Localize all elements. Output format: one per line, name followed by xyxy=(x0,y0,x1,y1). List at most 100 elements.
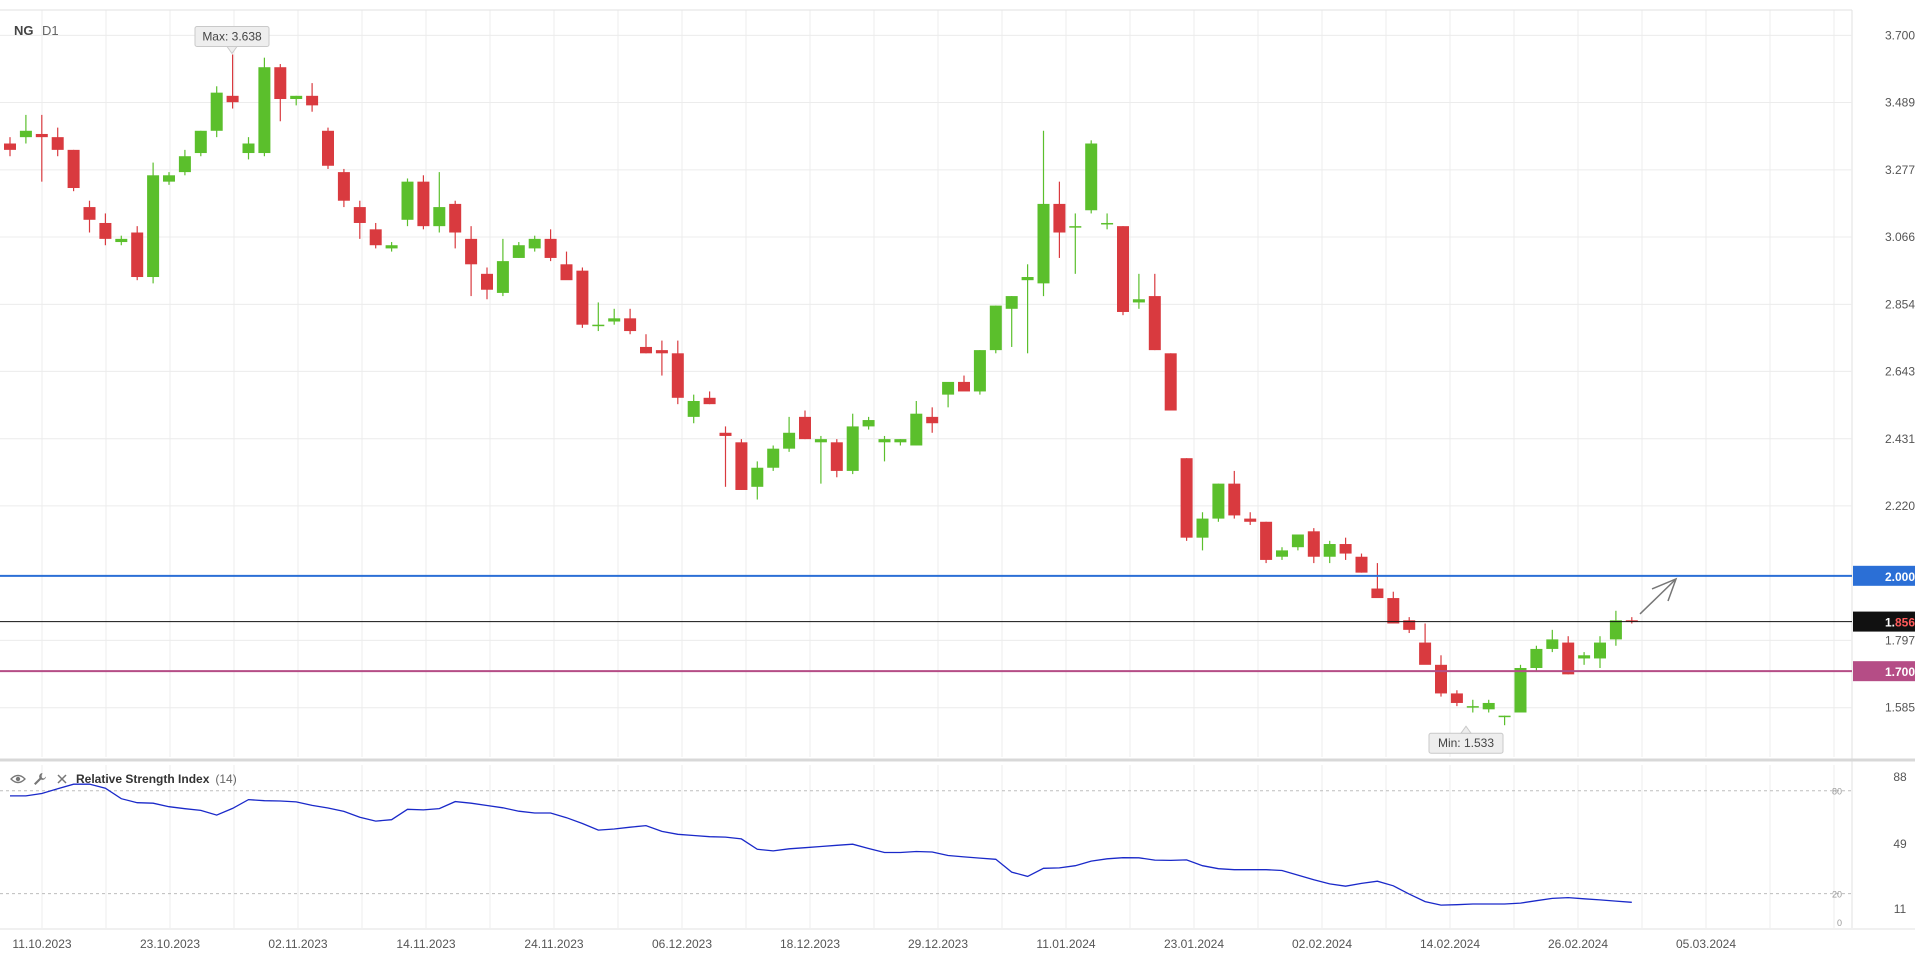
candle xyxy=(640,334,652,354)
candle-body xyxy=(1435,664,1447,694)
candle xyxy=(194,130,207,157)
candle-body xyxy=(51,137,64,150)
candle xyxy=(719,426,732,487)
candle-body xyxy=(385,245,398,249)
date-tick-label: 14.11.2023 xyxy=(396,937,455,951)
price-tick-label: 3.700 xyxy=(1885,28,1915,42)
candle xyxy=(306,83,319,112)
candle-body xyxy=(226,95,239,103)
candle xyxy=(131,226,144,281)
candle-body xyxy=(83,207,96,220)
callout-pointer xyxy=(1460,725,1472,734)
candle xyxy=(1482,699,1495,713)
candle-body xyxy=(481,273,493,290)
candle xyxy=(608,308,621,325)
candle-body xyxy=(1482,702,1495,710)
rsi-tick-label: 88 xyxy=(1893,770,1907,784)
candle-body xyxy=(751,467,764,487)
candle-body xyxy=(1021,277,1034,281)
rsi-tick-label: 49 xyxy=(1893,837,1907,851)
candle-body xyxy=(878,439,891,443)
candle-body xyxy=(1578,655,1591,659)
candle-body xyxy=(560,264,573,281)
candle xyxy=(687,394,700,424)
rsi-param: (14) xyxy=(215,772,237,786)
price-tick-label: 1.797 xyxy=(1885,633,1915,647)
close-icon[interactable] xyxy=(54,771,70,787)
candle-body xyxy=(1196,518,1209,538)
price-grid xyxy=(0,9,1853,928)
candle-body xyxy=(433,207,446,227)
candle xyxy=(1307,528,1320,564)
candle-body xyxy=(799,416,811,440)
candle xyxy=(894,439,907,446)
date-tick-label: 02.11.2023 xyxy=(268,937,327,951)
eye-icon[interactable] xyxy=(10,771,26,787)
date-tick-label: 14.02.2024 xyxy=(1420,937,1480,951)
candle xyxy=(1339,537,1352,560)
candle xyxy=(560,251,573,281)
rsi-line-group xyxy=(10,783,1632,906)
candle xyxy=(1578,652,1591,665)
candle-body xyxy=(1037,203,1050,284)
candle xyxy=(401,178,414,227)
candle-body xyxy=(1085,143,1098,211)
candle xyxy=(973,350,986,395)
rsi-line xyxy=(10,783,1632,906)
candle-body xyxy=(989,305,1002,351)
date-tick-label: 02.02.2024 xyxy=(1292,937,1352,951)
price-tick-label: 3.489 xyxy=(1885,96,1915,110)
price-tick-label: 3.066 xyxy=(1885,230,1915,244)
candle xyxy=(1562,636,1575,675)
candle-body xyxy=(1276,550,1288,557)
symbol-label: NG xyxy=(14,23,34,38)
candle-body xyxy=(942,381,955,395)
candle xyxy=(942,381,955,408)
candle xyxy=(1546,629,1559,653)
candle-body xyxy=(624,318,637,332)
candle xyxy=(449,200,462,249)
candle-body xyxy=(290,95,303,100)
candle xyxy=(1355,553,1368,573)
candle xyxy=(385,242,398,252)
candle-body xyxy=(353,207,366,223)
candle xyxy=(783,416,796,452)
level-label: 1.700 xyxy=(1885,665,1915,679)
date-tick-label: 05.03.2024 xyxy=(1676,937,1736,951)
candle-body xyxy=(1212,483,1225,519)
price-tick-label: 2.643 xyxy=(1885,364,1915,378)
candle-body xyxy=(417,181,430,227)
candle-body xyxy=(35,133,48,138)
price-levels: 2.000 1.700 1.856 xyxy=(0,565,1915,682)
wrench-icon[interactable] xyxy=(32,771,48,787)
candle xyxy=(1371,563,1384,599)
candle xyxy=(799,410,811,440)
candle xyxy=(989,305,1002,354)
candle xyxy=(242,137,255,160)
candle xyxy=(147,162,160,284)
candle xyxy=(1450,690,1463,707)
candle xyxy=(1403,617,1416,634)
candle xyxy=(1101,213,1114,230)
timeframe-label: D1 xyxy=(42,23,59,38)
candle-body xyxy=(926,416,939,424)
candle-body xyxy=(703,397,716,405)
candle-body xyxy=(1609,620,1622,640)
candle-body xyxy=(846,426,859,471)
candle-body xyxy=(496,261,509,293)
candle-body xyxy=(1228,483,1241,516)
candle-body xyxy=(640,346,652,354)
candle xyxy=(1594,636,1606,668)
candle-body xyxy=(258,67,271,154)
date-tick-label: 11.10.2023 xyxy=(12,937,71,951)
candle-body xyxy=(910,413,923,446)
candle xyxy=(1387,591,1400,624)
candle xyxy=(1466,699,1479,713)
last-price-label: 1.856 xyxy=(1885,616,1915,630)
candle xyxy=(115,235,128,246)
candle xyxy=(655,340,668,376)
price-candles[interactable] xyxy=(4,54,1638,726)
level-label-bg xyxy=(1853,661,1915,682)
candle xyxy=(1148,273,1161,351)
